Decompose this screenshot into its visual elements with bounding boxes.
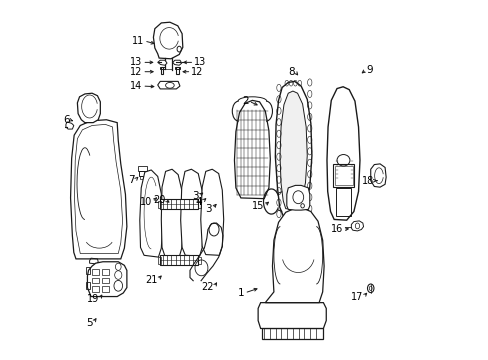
Text: 2: 2 (242, 96, 248, 106)
Text: 15: 15 (251, 201, 264, 211)
Text: 3: 3 (205, 204, 212, 214)
Text: 7: 7 (128, 175, 135, 185)
Bar (158, 257, 161, 264)
Polygon shape (70, 120, 126, 259)
Bar (86, 267, 90, 274)
Text: 6: 6 (63, 115, 69, 125)
Bar (198, 257, 201, 264)
Bar (333, 164, 353, 187)
Bar (86, 282, 90, 289)
Text: 12: 12 (191, 67, 203, 77)
Polygon shape (161, 169, 183, 257)
Bar (158, 201, 161, 208)
Polygon shape (286, 185, 309, 210)
Bar (92, 286, 99, 292)
Polygon shape (153, 22, 183, 59)
Text: 18: 18 (361, 176, 373, 186)
Bar (139, 171, 145, 176)
Bar (102, 286, 109, 292)
Text: 13: 13 (130, 57, 142, 67)
Text: 19: 19 (87, 294, 99, 304)
Polygon shape (172, 60, 182, 65)
Bar (140, 176, 142, 179)
Text: 21: 21 (145, 275, 158, 285)
Bar (160, 255, 198, 265)
Text: 8: 8 (288, 67, 294, 77)
Polygon shape (265, 208, 324, 303)
Text: 22: 22 (201, 282, 214, 292)
Polygon shape (201, 169, 223, 255)
Text: 20: 20 (153, 195, 165, 205)
Bar (334, 166, 352, 185)
Bar (102, 278, 109, 283)
Text: 4: 4 (196, 197, 202, 207)
Text: 3: 3 (192, 191, 198, 201)
Polygon shape (158, 81, 180, 89)
Polygon shape (370, 164, 386, 187)
Polygon shape (234, 100, 270, 199)
Bar (160, 199, 198, 210)
Text: 17: 17 (350, 292, 363, 302)
Text: 10: 10 (140, 197, 152, 207)
Text: 5: 5 (86, 318, 93, 328)
Text: 11: 11 (132, 36, 144, 46)
Bar (161, 67, 163, 74)
Bar (261, 328, 323, 338)
Bar (92, 278, 99, 283)
Polygon shape (280, 91, 306, 210)
Bar (335, 188, 350, 216)
Polygon shape (87, 262, 126, 297)
Bar (198, 201, 201, 208)
Bar (137, 166, 147, 171)
Text: 16: 16 (330, 225, 343, 234)
Polygon shape (351, 221, 363, 231)
Polygon shape (158, 60, 167, 65)
Polygon shape (326, 87, 359, 220)
Text: 1: 1 (237, 288, 244, 298)
Polygon shape (140, 170, 163, 257)
Text: 13: 13 (194, 57, 206, 67)
Text: 9: 9 (366, 64, 372, 75)
Bar (176, 67, 178, 74)
Polygon shape (66, 122, 74, 129)
Polygon shape (180, 169, 203, 256)
Bar (175, 67, 180, 69)
Bar (92, 269, 99, 275)
Bar (159, 67, 164, 69)
Text: 14: 14 (130, 81, 142, 91)
Bar (102, 269, 109, 275)
Text: 12: 12 (130, 67, 142, 77)
Polygon shape (275, 81, 311, 217)
Polygon shape (77, 93, 100, 123)
Polygon shape (258, 303, 325, 328)
